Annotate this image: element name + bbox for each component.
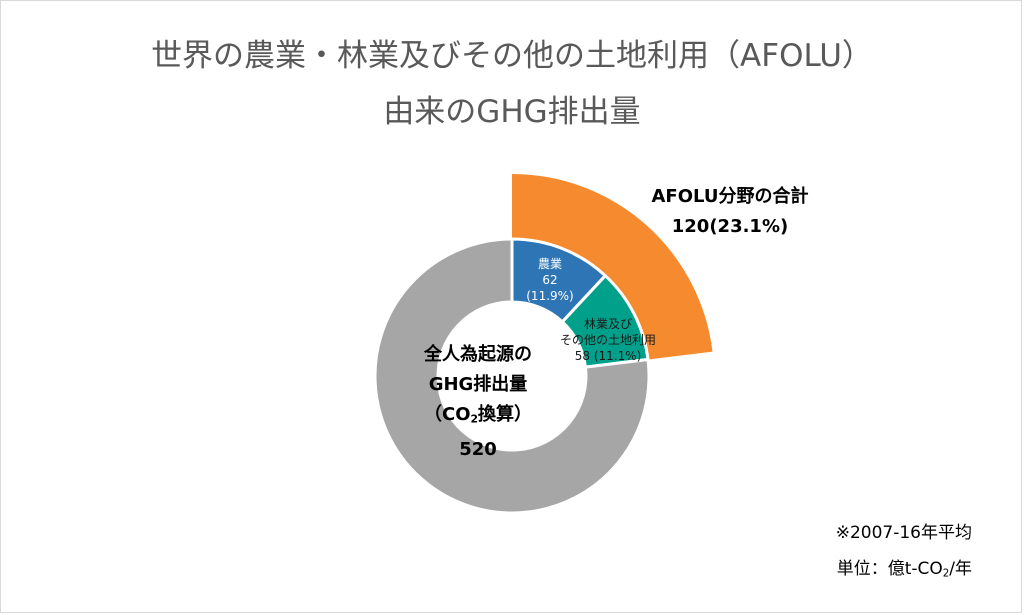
total-value: 520 (459, 438, 497, 460)
total-emissions-label: 全人為起源の GHG排出量 （CO2換算） 520 (378, 340, 578, 465)
unit-note-post: /年 (949, 559, 972, 579)
afolu-total-label: AFOLU分野の合計 120(23.1%) (600, 182, 860, 242)
slice-other (373, 237, 651, 515)
total-line1: 全人為起源の (424, 344, 532, 365)
total-line2: GHG排出量 (428, 374, 528, 395)
unit-note-sub: 2 (942, 568, 950, 580)
chart-title-line2: 由来のGHG排出量 (383, 94, 641, 130)
forestry-name-line2: その他の土地利用 (559, 333, 656, 347)
forestry-name-line1: 林業及び (583, 317, 632, 331)
total-line3-sub: 2 (470, 412, 479, 426)
period-note: ※2007-16年平均 (835, 523, 972, 543)
forestry-percent: (11.1%) (593, 349, 642, 363)
agriculture-percent: (11.9%) (526, 289, 574, 303)
afolu-total-value: 120(23.1%) (671, 216, 789, 237)
total-line3-pre: （CO (423, 404, 471, 425)
forestry-value: 58 (574, 349, 590, 363)
total-line3-post: 換算） (478, 404, 533, 425)
donut-hole (439, 303, 585, 449)
agriculture-value: 62 (542, 273, 558, 287)
forestry-label: 林業及び その他の土地利用 58 (11.1%) (548, 316, 668, 364)
chart-title-line1: 世界の農業・林業及びその他の土地利用（AFOLU） (151, 38, 873, 74)
agriculture-name: 農業 (537, 257, 562, 271)
total-line3: （CO2換算） (378, 400, 578, 435)
afolu-total-name: AFOLU分野の合計 (651, 186, 809, 207)
agriculture-label: 農業 62 (11.9%) (520, 256, 580, 304)
unit-note-pre: 単位：億t-CO (836, 559, 943, 579)
unit-note: 単位：億t-CO2/年 (837, 554, 972, 580)
